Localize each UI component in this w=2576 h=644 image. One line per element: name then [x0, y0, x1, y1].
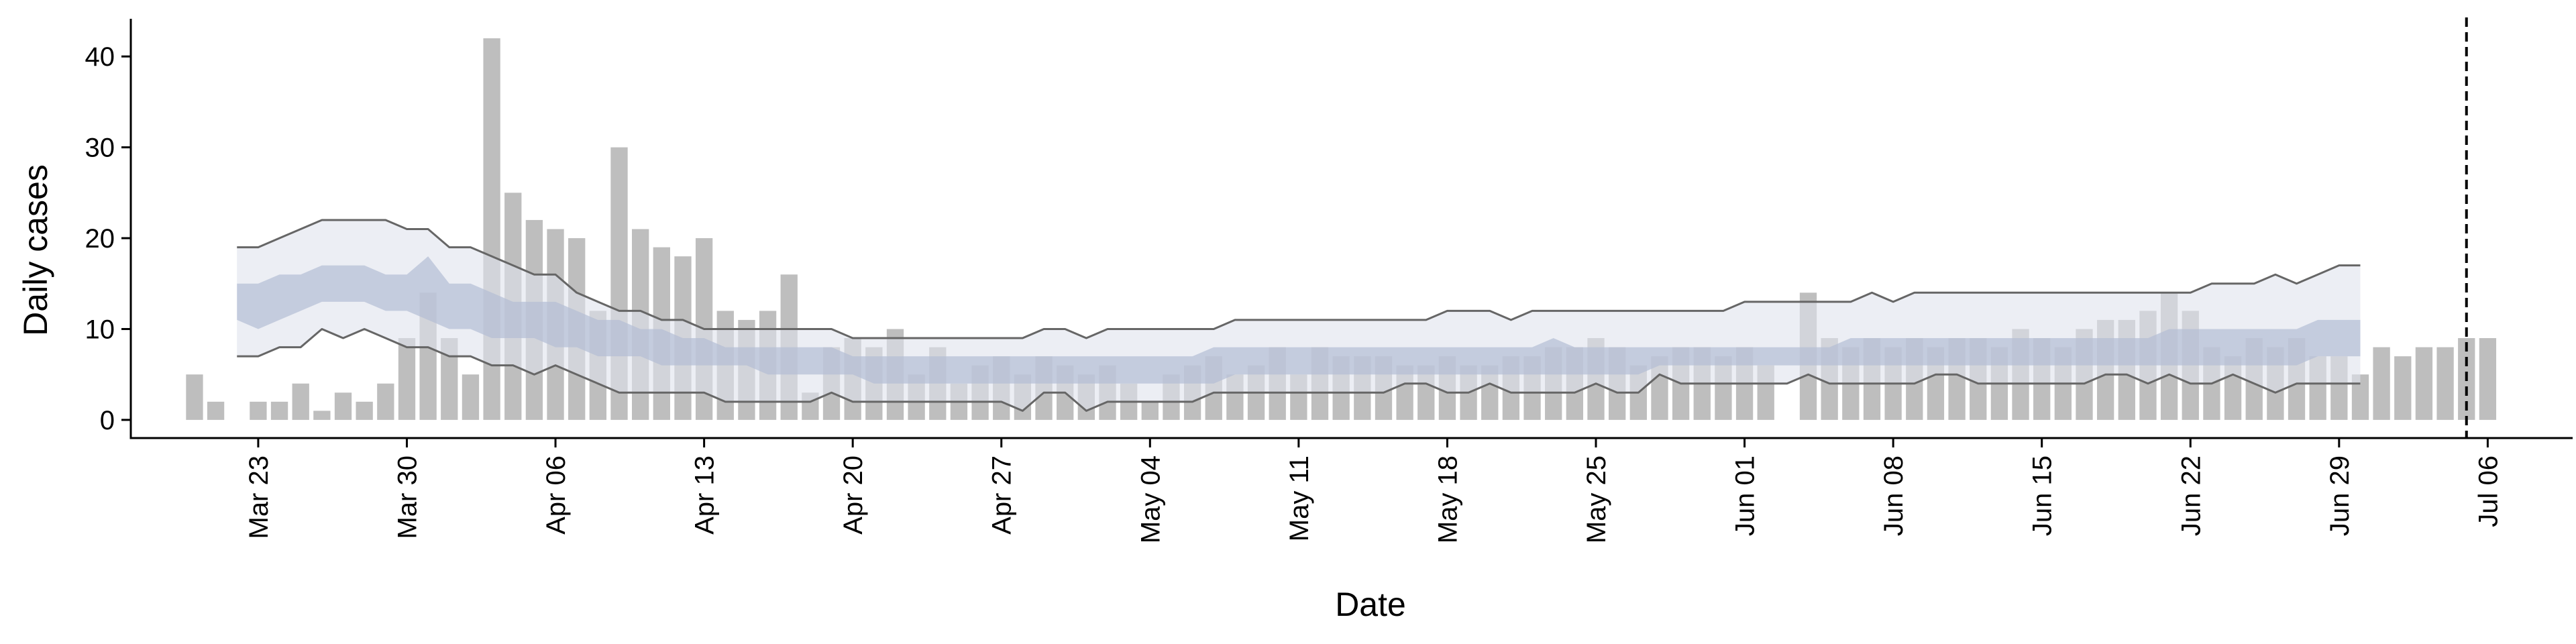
y-tick-label: 0: [100, 406, 115, 435]
interval-bands: [237, 219, 2361, 411]
daily-case-bar: [250, 401, 267, 420]
daily-case-bar: [292, 383, 309, 420]
daily-case-bar: [2394, 356, 2412, 420]
x-tick-label: May 11: [1285, 455, 1314, 541]
daily-case-bar: [334, 392, 352, 420]
daily-case-bar: [398, 338, 416, 420]
x-tick-label: May 25: [1582, 455, 1611, 543]
x-tick-label: Jun 15: [2028, 455, 2057, 536]
y-tick-label: 10: [85, 315, 115, 344]
upper-interval-line: [237, 219, 2361, 339]
y-tick-label: 20: [85, 224, 115, 254]
x-tick-label: Apr 13: [690, 455, 720, 535]
x-tick-label: Apr 27: [987, 455, 1017, 535]
x-ticks: Mar 23 Mar 30 Apr 06 Apr 13 Apr 20 Apr 27 May …: [244, 438, 2503, 543]
axes: [129, 19, 2573, 439]
y-tick-label: 40: [85, 42, 115, 72]
daily-case-bar: [313, 411, 331, 420]
daily-case-bar: [186, 374, 203, 420]
x-tick-label: Jun 29: [2325, 455, 2355, 536]
x-axis-label: Date: [1335, 586, 1406, 623]
daily-case-bar: [377, 383, 394, 420]
daily-case-bar: [1141, 401, 1159, 420]
daily-case-bar: [2436, 347, 2454, 420]
x-tick-label: Jun 08: [1879, 455, 1909, 536]
daily-case-bar: [2415, 347, 2433, 420]
daily-case-bar: [462, 374, 480, 420]
x-tick-label: May 18: [1433, 455, 1462, 543]
x-tick-label: Mar 23: [244, 455, 274, 539]
daily-case-bar: [2373, 347, 2390, 420]
x-tick-label: Apr 20: [839, 455, 868, 535]
interval-lines: [237, 219, 2361, 412]
lower-interval-line: [237, 327, 2361, 412]
daily-case-bar: [270, 401, 288, 420]
x-tick-label: Jul 06: [2473, 455, 2503, 527]
x-tick-label: Mar 30: [392, 455, 422, 539]
daily-case-bar: [207, 401, 225, 420]
y-tick-label: 30: [85, 133, 115, 163]
y-axis-label: Daily cases: [17, 164, 54, 336]
daily-case-bar: [356, 401, 373, 420]
x-tick-label: Jun 22: [2176, 455, 2206, 536]
inner-interval-band: [237, 256, 2361, 384]
x-tick-label: Apr 06: [541, 455, 571, 535]
x-tick-label: May 04: [1136, 455, 1165, 543]
daily-case-bar: [2479, 338, 2497, 420]
x-tick-label: Jun 01: [1731, 455, 1760, 536]
y-ticks: 0 10 20 30 40: [85, 42, 131, 435]
